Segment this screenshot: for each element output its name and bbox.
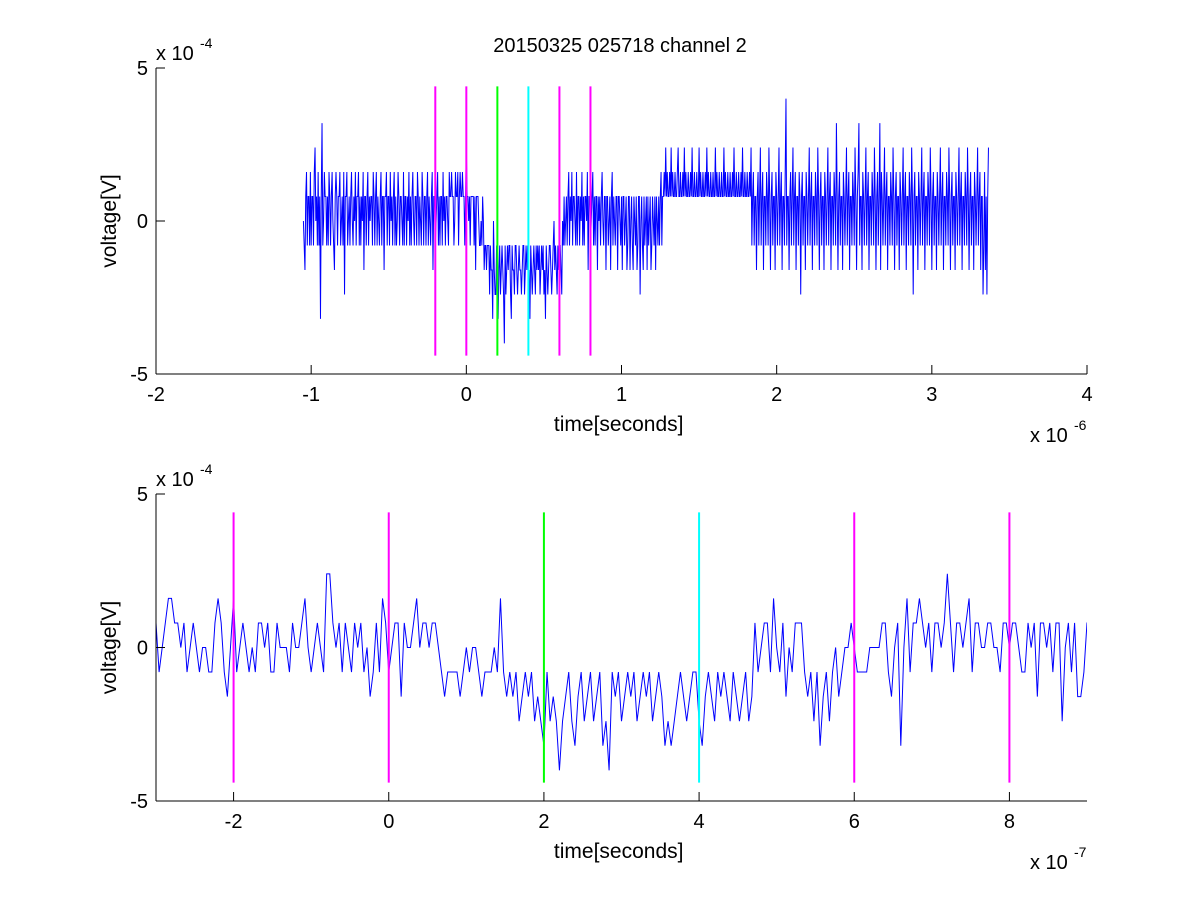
x-tick-label: 6: [849, 811, 860, 833]
x-tick-label: 2: [538, 811, 549, 833]
x-tick-label: 0: [461, 384, 472, 406]
upper-plot: -2 -1 0 1 2 3 4 -5 0 5 time[seconds] voltage[V] x 10…: [98, 35, 1093, 447]
y-tick-label: -5: [130, 364, 148, 386]
x-tick-label: 2: [771, 384, 782, 406]
y-axis-label: voltage[V]: [98, 174, 121, 267]
x-axis-label: time[seconds]: [554, 840, 684, 863]
x-tick-label: 4: [694, 811, 705, 833]
x-tick-label: 4: [1081, 384, 1092, 406]
y-tick-label: 5: [137, 58, 148, 80]
lower-plot: -2 0 2 4 6 8 -5 0 5 time[seconds] voltage[V] x 10 -4…: [98, 461, 1087, 874]
y-exponent-power: -4: [200, 35, 213, 51]
y-axis-label: voltage[V]: [98, 601, 121, 694]
x-axis-label: time[seconds]: [554, 413, 684, 436]
y-exponent-power: -4: [200, 461, 213, 477]
y-exponent-label: x 10: [156, 469, 194, 491]
y-tick-label: 0: [137, 638, 148, 660]
x-tick-label: 0: [383, 811, 394, 833]
x-exponent-power: -7: [1074, 844, 1087, 860]
y-exponent-label: x 10: [156, 43, 194, 65]
figure-title: 20150325 025718 channel 2: [493, 35, 747, 57]
x-tick-label: -2: [225, 811, 243, 833]
x-tick-label: -1: [302, 384, 320, 406]
signal-series-line: [302, 98, 989, 344]
x-exponent-label: x 10: [1030, 852, 1068, 874]
x-tick-label: 8: [1004, 811, 1015, 833]
y-tick-label: 0: [137, 211, 148, 233]
x-exponent-power: -6: [1074, 417, 1087, 433]
x-exponent-label: x 10: [1030, 425, 1068, 447]
x-tick-label: -2: [147, 384, 165, 406]
x-tick-label: 1: [616, 384, 627, 406]
x-tick-label: 3: [926, 384, 937, 406]
signal-series-line: [156, 573, 1087, 771]
y-tick-label: -5: [130, 791, 148, 813]
y-tick-label: 5: [137, 484, 148, 506]
